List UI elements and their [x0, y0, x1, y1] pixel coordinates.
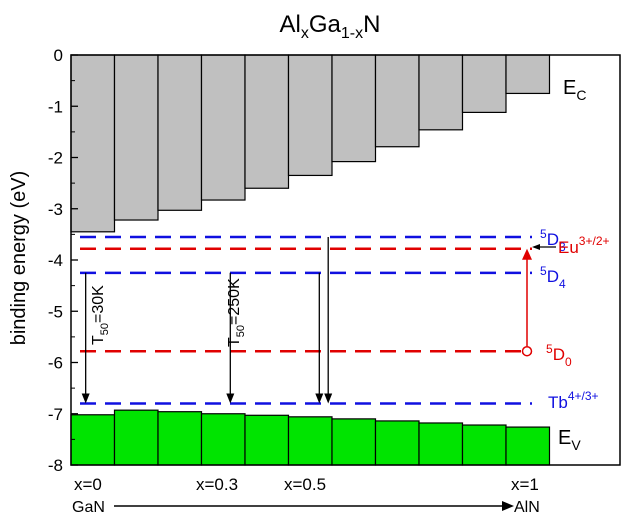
x-label-0: x=0: [74, 475, 102, 494]
y-tick-label: -4: [48, 251, 63, 270]
conduction-band-bar: [113, 54, 159, 221]
conduction-band-bar: [157, 54, 203, 211]
eu-pointer-arrow: [532, 244, 556, 250]
valence-band-bar: [287, 416, 333, 466]
composition-right-label: AlN: [514, 499, 540, 516]
transition-label-250k: T50=250K: [226, 278, 247, 347]
conduction-band-bars: [70, 54, 551, 233]
conduction-band-bar: [505, 54, 551, 95]
conduction-band-bar: [244, 54, 290, 189]
valence-band-bar: [461, 424, 507, 466]
y-tick-label: -2: [48, 149, 63, 168]
y-tick-label: -3: [48, 200, 63, 219]
transition-arrow-head: [226, 393, 235, 404]
conduction-band-bar: [200, 54, 246, 201]
level-label-5d0: 5D0: [546, 342, 572, 369]
excitation-origin-marker: [521, 345, 533, 357]
conduction-band-bar: [461, 54, 507, 114]
conduction-band-bar: [418, 54, 464, 131]
conduction-band-bar: [70, 54, 116, 233]
chart-title: AlxGa1-xN: [280, 11, 381, 42]
x-label-0-3: x=0.3: [196, 475, 238, 494]
energy-levels: [80, 235, 532, 405]
conduction-band-bar: [287, 54, 333, 177]
transition-arrows: [81, 236, 333, 404]
level-label-5d3: 5D3: [540, 227, 566, 254]
transition-label-30k: T50=30K: [90, 285, 111, 345]
y-axis-label: binding energy (eV): [8, 171, 30, 346]
level-label-tb: Tb4+/3+: [548, 389, 599, 412]
valence-band-bars: [70, 409, 551, 466]
level-label-eu: Eu3+/2+: [558, 234, 610, 257]
transition-arrow-head: [324, 393, 333, 404]
valence-band-bar: [505, 426, 551, 466]
y-axis-ticks: 0 -1 -2 -3 -4 -5 -6 -7 -8: [48, 46, 78, 475]
ec-label: EC: [563, 77, 586, 103]
composition-arrow: [114, 501, 514, 511]
composition-left-label: GaN: [72, 499, 105, 516]
valence-band-bar: [244, 414, 290, 466]
y-tick-label: -1: [48, 97, 63, 116]
conduction-band-bar: [331, 54, 377, 163]
y-tick-label: -7: [48, 405, 63, 424]
transition-arrow-head: [315, 393, 324, 404]
valence-band-bar: [200, 413, 246, 466]
level-label-5d4: 5D4: [540, 264, 566, 291]
y-tick-label: -6: [48, 354, 63, 373]
valence-band-bar: [418, 422, 464, 466]
ev-label: EV: [558, 427, 581, 453]
y-tick-label: -8: [48, 456, 63, 475]
valence-band-bar: [157, 411, 203, 466]
valence-band-bar: [70, 414, 116, 466]
excitation-arrow-head: [522, 248, 532, 260]
y-tick-label: 0: [54, 46, 63, 65]
transition-arrow-head: [81, 393, 90, 404]
valence-band-bar: [113, 409, 159, 466]
valence-band-bar: [331, 418, 377, 466]
conduction-band-bar: [374, 54, 420, 148]
x-label-1: x=1: [511, 475, 539, 494]
excitation-arrow: [521, 248, 533, 357]
valence-band-bar: [374, 420, 420, 466]
y-tick-label: -5: [48, 302, 63, 321]
x-label-0-5: x=0.5: [284, 475, 326, 494]
